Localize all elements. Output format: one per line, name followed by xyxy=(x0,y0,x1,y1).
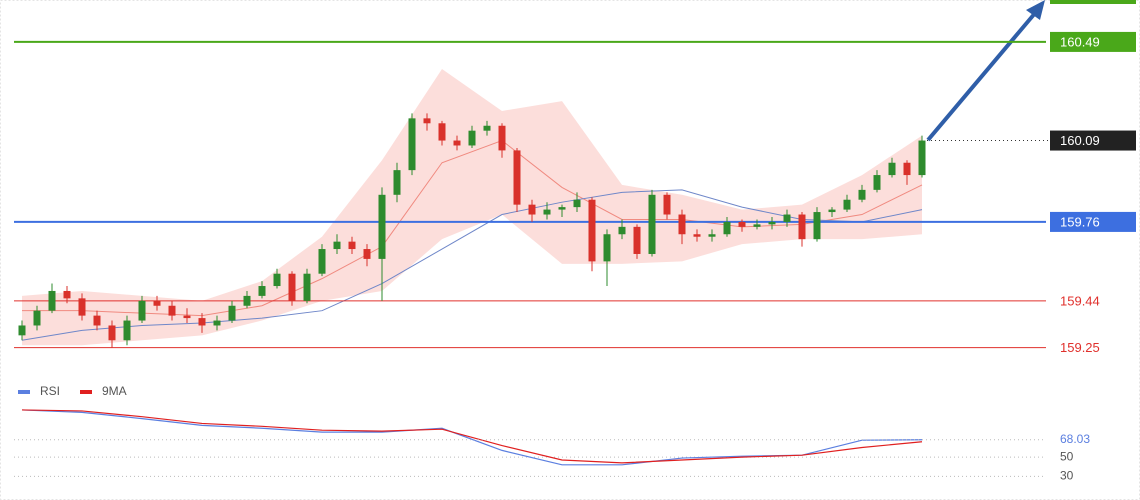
projection-arrow xyxy=(926,10,1038,142)
candle-body xyxy=(348,241,356,250)
target-box xyxy=(1050,0,1136,4)
candle-body xyxy=(108,325,116,341)
candle-body xyxy=(498,125,506,151)
legend-swatch xyxy=(80,390,92,394)
level-label: 159.44 xyxy=(1060,293,1100,308)
candle-body xyxy=(408,118,416,171)
candle-body xyxy=(258,286,266,296)
candle-body xyxy=(588,199,596,262)
candle-body xyxy=(288,273,296,301)
candle-body xyxy=(468,130,476,146)
candle-body xyxy=(828,209,836,213)
candle-body xyxy=(663,194,671,215)
indicator-line xyxy=(21,409,923,464)
candle-body xyxy=(228,305,236,321)
candle-body xyxy=(483,125,491,131)
candle-body xyxy=(423,118,431,124)
level-label: 159.76 xyxy=(1060,214,1100,229)
current-price-label: 160.09 xyxy=(1060,133,1100,148)
level-label: 159.25 xyxy=(1060,340,1100,355)
candle-body xyxy=(363,249,371,259)
arrow-head xyxy=(1026,0,1045,20)
candle-body xyxy=(858,189,866,200)
candle-body xyxy=(918,140,926,176)
candle-body xyxy=(153,300,161,306)
candle-body xyxy=(783,214,791,222)
candle-body xyxy=(18,325,26,336)
level-label-box xyxy=(1050,211,1136,232)
candle-body xyxy=(438,123,446,141)
y-tick-label: 30 xyxy=(1060,469,1074,483)
current-rsi-label: 68.03 xyxy=(1060,432,1090,446)
candle-body xyxy=(633,226,641,254)
candle-body xyxy=(183,315,191,319)
candle-body xyxy=(213,320,221,326)
candle-body xyxy=(48,290,56,311)
y-tick-label: 50 xyxy=(1060,449,1074,463)
candle-body xyxy=(723,221,731,235)
candle-body xyxy=(738,221,746,227)
bollinger-band xyxy=(22,69,922,346)
candle-body xyxy=(903,162,911,176)
candle-body xyxy=(813,212,821,240)
candle-body xyxy=(678,214,686,235)
current-price-box xyxy=(1050,130,1136,151)
candle-body xyxy=(648,194,656,254)
candle-body xyxy=(573,199,581,208)
candle-body xyxy=(528,204,536,215)
legend-label: RSI xyxy=(40,384,60,398)
candle-body xyxy=(198,318,206,326)
candle-body xyxy=(543,209,551,215)
candle-body xyxy=(453,140,461,146)
candle-body xyxy=(753,224,761,227)
candle-body xyxy=(33,310,41,326)
candle-body xyxy=(513,150,521,205)
candle-body xyxy=(138,300,146,321)
candle-body xyxy=(333,241,341,250)
candle-body xyxy=(558,207,566,210)
candle-body xyxy=(603,234,611,262)
level-label: 160.49 xyxy=(1060,34,1100,49)
level-label-box xyxy=(1050,31,1136,52)
candle-body xyxy=(888,162,896,176)
candle-body xyxy=(618,226,626,235)
candle-body xyxy=(168,305,176,316)
candle-body xyxy=(78,298,86,316)
candle-body xyxy=(873,175,881,190)
candle-body xyxy=(393,170,401,195)
moving-average xyxy=(21,189,923,341)
candle-body xyxy=(123,320,131,341)
candle-body xyxy=(843,199,851,210)
candle-body xyxy=(693,234,701,237)
candle-body xyxy=(318,249,326,274)
candle-body xyxy=(798,214,806,240)
candle-body xyxy=(63,290,71,299)
legend-swatch xyxy=(18,390,30,394)
candle-body xyxy=(378,194,386,259)
candle-body xyxy=(708,234,716,237)
candle-body xyxy=(273,273,281,287)
candle-body xyxy=(768,221,776,225)
legend-label: 9MA xyxy=(102,384,127,398)
candle-body xyxy=(303,273,311,301)
candle-body xyxy=(93,315,101,326)
candle-body xyxy=(243,295,251,306)
